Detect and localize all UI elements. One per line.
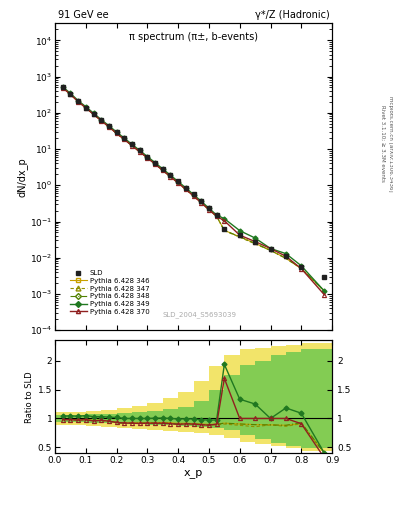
Text: Rivet 3.1.10; ≥ 3.3M events: Rivet 3.1.10; ≥ 3.3M events bbox=[381, 105, 386, 182]
Bar bbox=[117, 408, 132, 428]
Text: 91 GeV ee: 91 GeV ee bbox=[58, 10, 108, 20]
Bar bbox=[317, 349, 332, 449]
Bar bbox=[194, 381, 209, 433]
Bar bbox=[286, 352, 301, 446]
Bar bbox=[132, 412, 147, 424]
Bar bbox=[209, 367, 224, 435]
Bar bbox=[163, 398, 178, 431]
Y-axis label: dN/dx_p: dN/dx_p bbox=[16, 157, 27, 197]
Bar bbox=[86, 411, 101, 426]
Bar bbox=[286, 345, 301, 449]
Bar bbox=[101, 411, 117, 426]
Bar bbox=[55, 412, 70, 425]
Bar bbox=[86, 414, 101, 422]
Bar bbox=[224, 375, 240, 430]
Bar bbox=[70, 415, 86, 422]
Text: π spectrum (π±, b-events): π spectrum (π±, b-events) bbox=[129, 32, 258, 42]
Bar bbox=[270, 355, 286, 443]
Bar bbox=[147, 411, 163, 425]
Bar bbox=[163, 409, 178, 425]
Legend: SLD, Pythia 6.428 346, Pythia 6.428 347, Pythia 6.428 348, Pythia 6.428 349, Pyt: SLD, Pythia 6.428 346, Pythia 6.428 347,… bbox=[67, 267, 152, 317]
Bar bbox=[301, 349, 317, 449]
Bar bbox=[194, 401, 209, 426]
Text: γ*/Z (Hadronic): γ*/Z (Hadronic) bbox=[255, 10, 329, 20]
Bar bbox=[224, 355, 240, 438]
Bar bbox=[178, 393, 194, 432]
Bar bbox=[255, 348, 270, 444]
Bar bbox=[301, 344, 317, 451]
Text: SLD_2004_S5693039: SLD_2004_S5693039 bbox=[162, 311, 236, 318]
Bar bbox=[255, 360, 270, 439]
Bar bbox=[147, 403, 163, 430]
Bar bbox=[70, 412, 86, 425]
Bar bbox=[132, 406, 147, 429]
Bar bbox=[270, 346, 286, 446]
Bar bbox=[117, 413, 132, 423]
Bar bbox=[240, 349, 255, 441]
Bar bbox=[55, 415, 70, 422]
Text: mcplots.cern.ch [arXiv:1306.3436]: mcplots.cern.ch [arXiv:1306.3436] bbox=[388, 96, 393, 191]
Bar bbox=[240, 366, 255, 435]
Bar bbox=[178, 407, 194, 426]
Bar bbox=[209, 390, 224, 428]
Bar bbox=[101, 414, 117, 423]
X-axis label: x_p: x_p bbox=[184, 467, 203, 478]
Bar bbox=[317, 344, 332, 451]
Y-axis label: Ratio to SLD: Ratio to SLD bbox=[25, 371, 34, 422]
